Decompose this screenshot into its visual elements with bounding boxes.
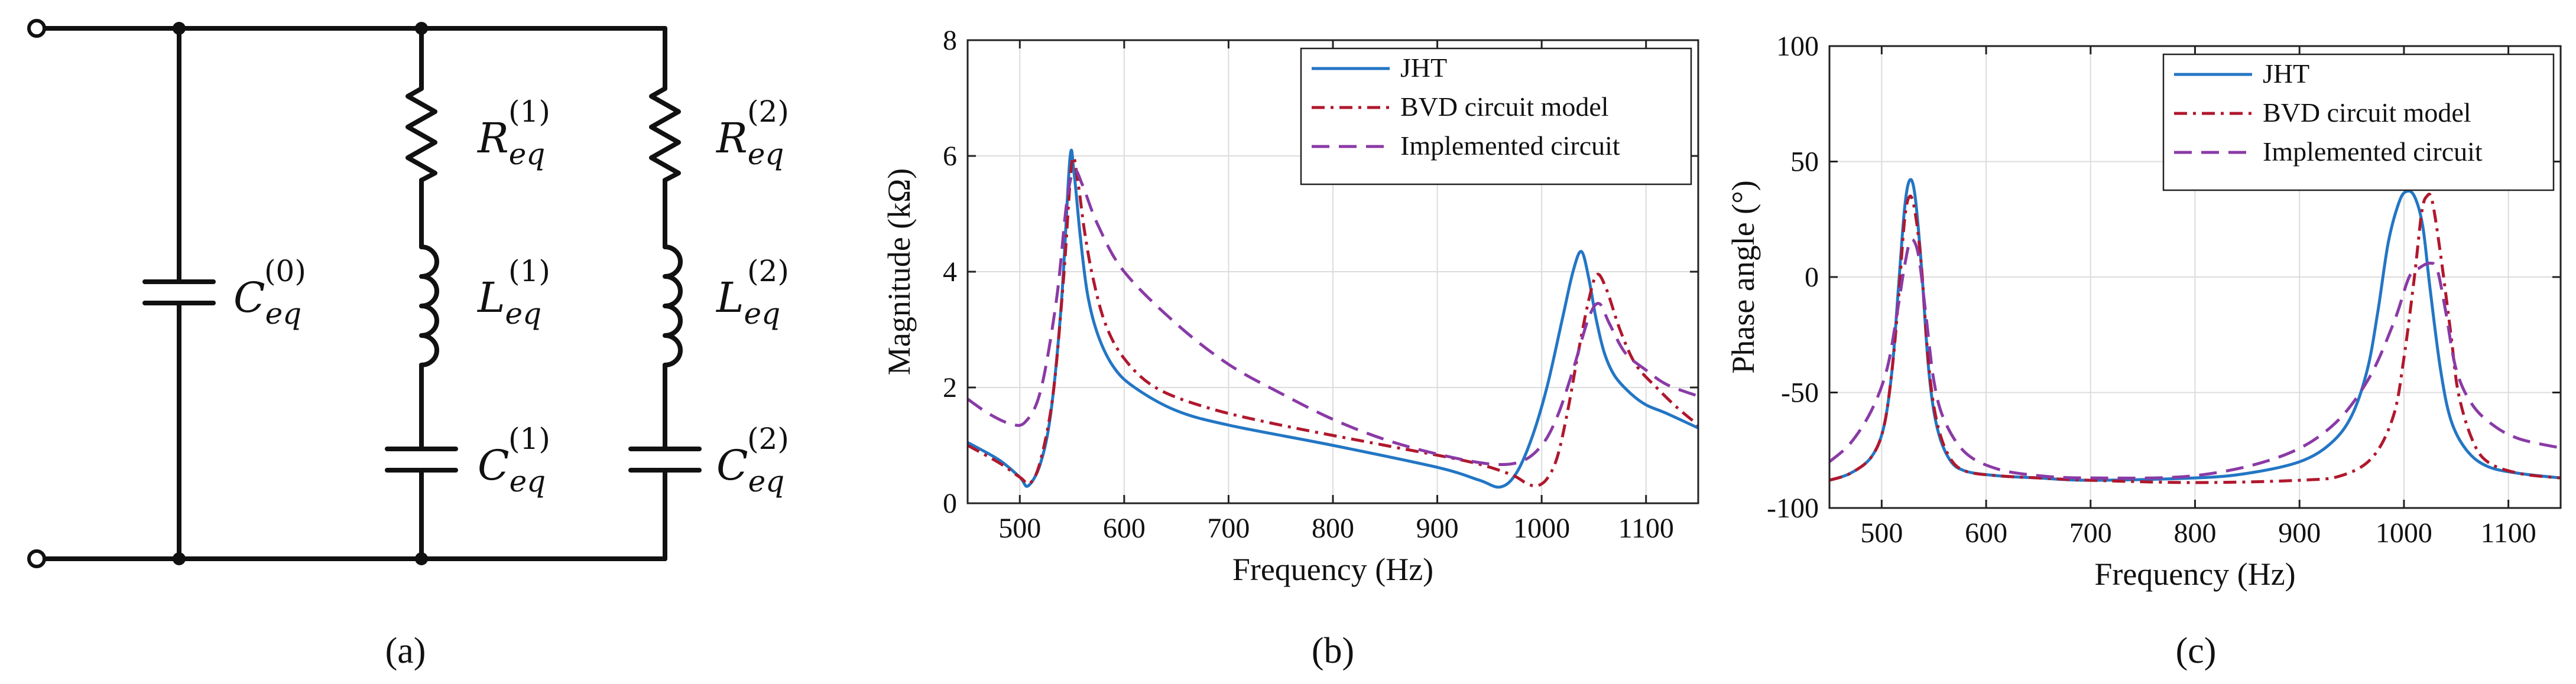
magnitude-chart: 500 600 700 800 900 1000 1100 0 2 4 6 8 Frequency (H… [881,25,1699,671]
component-label-l2: Leq(2) [715,254,789,331]
y-tick-label: -100 [1767,493,1819,524]
resistor-r2-symbol [649,86,681,183]
y-tick-label: 100 [1776,31,1819,62]
component-label-l1: Leq(1) [476,254,550,331]
legend: JHT BVD circuit model Implemented circuit [1300,47,1692,185]
resistor-r1-symbol [405,86,437,183]
legend-box [2162,53,2555,191]
y-axis-label: Magnitude (kΩ) [881,168,917,376]
legend: JHT BVD circuit model Implemented circuit [2162,53,2555,191]
x-tick-label: 1000 [2376,517,2432,549]
x-tick-label: 600 [1103,513,1146,544]
y-tick-label: 2 [943,372,957,403]
component-label-c2: Ceq(2) [716,422,789,499]
inductor-l1-symbol [419,245,439,367]
terminal-top [27,19,46,38]
x-tick-label: 900 [1416,513,1459,544]
legend-entry-label: JHT [2263,58,2309,89]
legend-entry-label: BVD circuit model [1400,92,1609,122]
panel-label-a: (a) [385,631,426,671]
legend-entry-label: Implemented circuit [2263,136,2483,167]
x-tick-label: 500 [1860,517,1903,549]
series-line-implemented-circuit [968,168,1698,466]
x-tick-label: 1100 [1618,513,1674,544]
y-tick-label: 6 [943,141,957,172]
inductor-l2-symbol [663,245,683,367]
x-tick-label: 500 [998,513,1041,544]
x-axis-label: Frequency (Hz) [1232,552,1433,587]
component-label-c1: Ceq(1) [478,422,550,499]
circuit-labels: Ceq(0) Req(1) Leq(1) Ceq(1) Req(2) Leq(2) Ceq(… [233,95,789,499]
y-tick-label: 0 [943,488,957,519]
panel-label: (c) [2176,631,2217,671]
x-tick-label: 1000 [1513,513,1570,544]
y-tick-label: 50 [1790,146,1819,178]
junction-dot [173,22,186,35]
x-tick-label: 600 [1965,517,2007,549]
legend-box [1300,47,1692,185]
phase-chart: 500 600 700 800 900 1000 1100 -100 -50 0 50 100 Freq… [1725,31,2562,671]
component-label-r2: Req(2) [715,95,789,171]
x-tick-label: 700 [1207,513,1250,544]
legend-entry-label: BVD circuit model [2263,97,2471,128]
x-tick-label: 800 [1312,513,1354,544]
y-tick-label: 4 [943,256,957,288]
x-axis-label: Frequency (Hz) [2094,556,2295,592]
legend-entry-label: Implemented circuit [1400,131,1620,161]
series-group [1829,178,2561,484]
x-tick-label: 800 [2174,517,2217,549]
series-line-implemented-circuit [1829,238,2561,480]
circuit-nodes [27,19,428,568]
x-tick-label: 1100 [2481,517,2536,549]
legend-entry-label: JHT [1400,53,1447,83]
junction-dot [415,552,428,565]
y-axis-label: Phase angle (°) [1725,180,1761,373]
series-group [968,148,1698,489]
component-label-r1: Req(1) [476,95,550,171]
x-tick-label: 700 [2069,517,2112,549]
y-tick-label: -50 [1781,377,1819,409]
series-line-jht [1829,178,2561,482]
junction-dot [173,552,186,565]
circuit-diagram [42,26,702,561]
junction-dot [415,22,428,35]
terminal-bottom [27,549,46,568]
panel-label: (b) [1312,631,1354,671]
x-tick-label: 900 [2278,517,2321,549]
y-tick-label: 8 [943,25,957,56]
series-line-bvd-circuit-model [968,155,1698,488]
component-label-c0: Ceq(0) [233,254,306,331]
y-tick-label: 0 [1805,262,1819,293]
